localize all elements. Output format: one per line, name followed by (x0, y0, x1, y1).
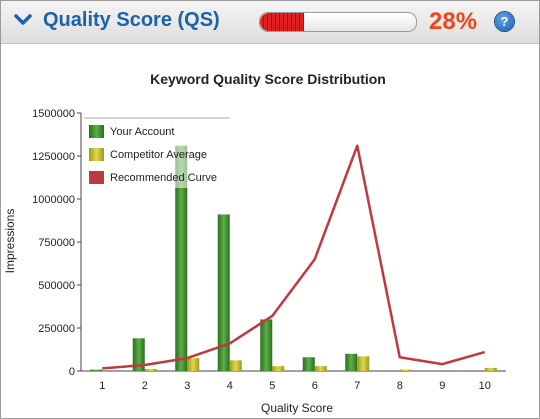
bar-competitor-average (187, 358, 200, 371)
series-your-account (90, 145, 358, 371)
x-tick-label: 7 (354, 380, 360, 392)
chevron-down-icon[interactable] (13, 10, 33, 30)
bar-competitor-average (357, 356, 370, 371)
bar-your-account (217, 214, 230, 371)
x-tick-label: 8 (397, 380, 403, 392)
legend-swatch (89, 125, 104, 138)
bar-your-account (302, 357, 315, 371)
help-icon[interactable]: ? (495, 12, 514, 31)
legend-background (84, 118, 230, 188)
bar-your-account (175, 145, 188, 371)
legend-label: Your Account (110, 126, 174, 138)
x-tick-label: 2 (142, 380, 148, 392)
y-tick-label: 1000000 (32, 194, 75, 206)
bar-competitor-average (314, 366, 327, 371)
quality-score-progress-bar (259, 12, 417, 32)
bar-your-account (345, 353, 358, 371)
x-tick-label: 10 (479, 380, 491, 392)
y-tick-label: 250000 (38, 323, 75, 335)
y-tick-label: 1250000 (32, 151, 75, 163)
x-ticks: 1 2 3 4 5 6 7 8 9 10 (99, 380, 491, 392)
legend-label: Recommended Curve (110, 172, 217, 184)
chart-legend: Your Account Competitor Average Recommende… (84, 117, 230, 188)
x-tick-label: 3 (184, 380, 190, 392)
progress-percent: 28% (429, 8, 478, 35)
series-competitor-average (144, 356, 497, 371)
x-tick-label: 9 (439, 380, 445, 392)
x-tick-label: 1 (99, 380, 105, 392)
bar-competitor-average (484, 367, 497, 371)
panel-header: Quality Score (QS) 28% ? (1, 1, 539, 44)
x-tick-label: 5 (269, 380, 275, 392)
bar-competitor-average (144, 368, 157, 371)
chart-title: Keyword Quality Score Distribution (150, 71, 386, 87)
y-ticks: 0 250000 500000 750000 1000000 1250000 1500000 (32, 108, 81, 378)
bar-competitor-average (399, 369, 412, 371)
bar-competitor-average (272, 366, 285, 371)
y-axis-label: Impressions (3, 209, 17, 274)
y-tick-label: 1500000 (32, 108, 75, 120)
x-tick-label: 4 (227, 380, 233, 392)
y-tick-label: 500000 (38, 280, 75, 292)
y-tick-label: 0 (69, 366, 75, 378)
legend-swatch (89, 148, 104, 161)
series-recommended-curve (102, 144, 486, 370)
x-axis-label: Quality Score (261, 401, 333, 415)
bar-your-account (260, 319, 273, 371)
panel-title: Quality Score (QS) (43, 9, 220, 31)
bar-your-account (90, 369, 103, 371)
progress-fill (260, 13, 304, 31)
bar-competitor-average (229, 360, 242, 371)
quality-score-chart: Keyword Quality Score Distribution Impre… (3, 71, 506, 415)
line-recommended-curve (102, 144, 486, 370)
bar-your-account (132, 338, 145, 371)
legend-swatch (89, 171, 104, 184)
y-tick-label: 750000 (38, 237, 75, 249)
x-tick-label: 6 (312, 380, 318, 392)
legend-label: Competitor Average (110, 149, 207, 161)
